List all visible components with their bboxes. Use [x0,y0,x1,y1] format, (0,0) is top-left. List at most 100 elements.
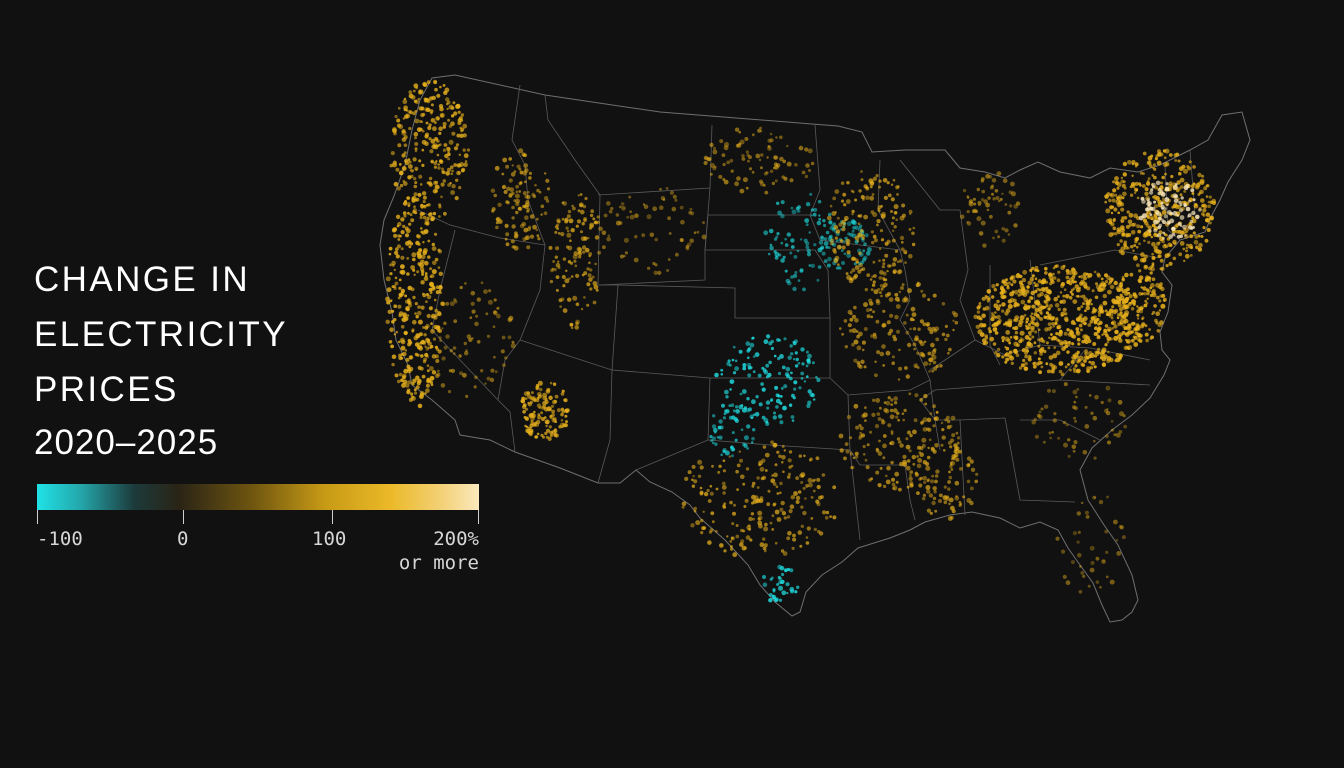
price-dot [951,433,956,438]
price-dot [880,294,883,298]
price-dot [781,572,785,577]
price-dot [827,256,832,262]
price-dot [995,322,999,327]
price-dot [518,148,524,154]
price-dot [745,407,750,413]
price-dot [501,335,506,340]
price-dot [431,246,437,252]
price-dot [1208,195,1212,199]
price-dot [521,221,526,227]
price-dot [418,332,423,337]
price-dot [1205,195,1209,198]
price-dot [437,349,442,354]
price-dot [1109,284,1115,290]
price-dot [908,209,913,214]
price-dot [985,173,990,179]
price-dot [1132,322,1136,325]
price-dot [1121,196,1125,200]
price-dot [389,272,393,276]
price-dot [545,178,550,183]
price-dot [1161,175,1165,180]
price-dot [554,420,557,424]
price-dot [795,357,799,362]
price-dot [412,378,417,383]
price-dot [1078,286,1081,290]
price-dot [818,240,824,245]
price-dot [763,171,768,176]
price-dot [1086,369,1090,373]
price-dot [432,188,438,194]
price-dot [849,271,853,274]
price-dot [766,156,769,159]
price-dot [463,162,468,167]
price-dot [1147,161,1151,165]
price-dot [962,495,966,499]
price-dot [411,252,417,258]
price-dot [511,191,515,196]
price-dot [408,355,414,360]
price-dot [1074,280,1077,284]
price-dot [447,390,452,394]
price-dot [1083,321,1087,326]
price-dot [411,197,415,201]
price-dot [845,238,851,244]
price-dot [404,233,410,238]
price-dot [797,530,803,535]
price-dot [805,202,811,207]
price-dot [450,368,456,373]
price-dot [1120,287,1124,292]
price-dot [519,223,525,229]
price-dot [1164,197,1170,202]
price-dot [438,126,443,131]
price-dot [980,179,985,183]
price-dot [448,369,452,373]
price-dot [789,178,794,183]
price-dot [710,511,715,516]
price-dot [1124,244,1127,248]
price-dot [403,330,408,336]
price-dot [702,510,705,513]
price-dot [549,430,554,435]
price-dot [402,373,407,378]
price-dot [1128,212,1134,218]
price-dot [791,546,795,551]
price-dot [1119,411,1124,417]
price-dot [859,434,863,438]
price-dot [756,476,760,480]
price-dot [869,308,873,312]
legend-label-200: 200% [433,528,479,550]
price-dot [908,449,912,453]
price-dot [689,238,694,244]
price-dot [1026,285,1030,289]
price-dot [858,436,862,440]
price-dot [1205,212,1211,217]
price-dot [986,208,990,212]
price-dot [890,403,893,406]
price-dot [580,209,585,215]
price-dot [1190,184,1195,189]
price-dot [1047,307,1051,311]
price-dot [575,224,579,228]
price-dot [515,198,520,204]
price-dot [398,353,402,357]
price-dot [875,174,879,178]
price-dot [403,143,408,147]
price-dot [443,211,447,216]
price-dot [987,327,991,331]
price-dot [735,143,740,148]
price-dot [430,138,436,144]
price-dot [629,210,632,213]
price-dot [587,236,590,240]
price-dot [1037,344,1041,348]
price-dot [896,437,901,441]
price-dot [527,394,532,399]
price-dot [1034,277,1038,281]
price-dot [882,278,886,282]
price-dot [763,339,769,345]
price-dot [417,192,422,197]
price-dot [735,409,741,414]
price-dot [870,210,875,215]
price-dot [474,321,479,327]
price-dot [833,258,839,264]
price-dot [781,511,787,516]
